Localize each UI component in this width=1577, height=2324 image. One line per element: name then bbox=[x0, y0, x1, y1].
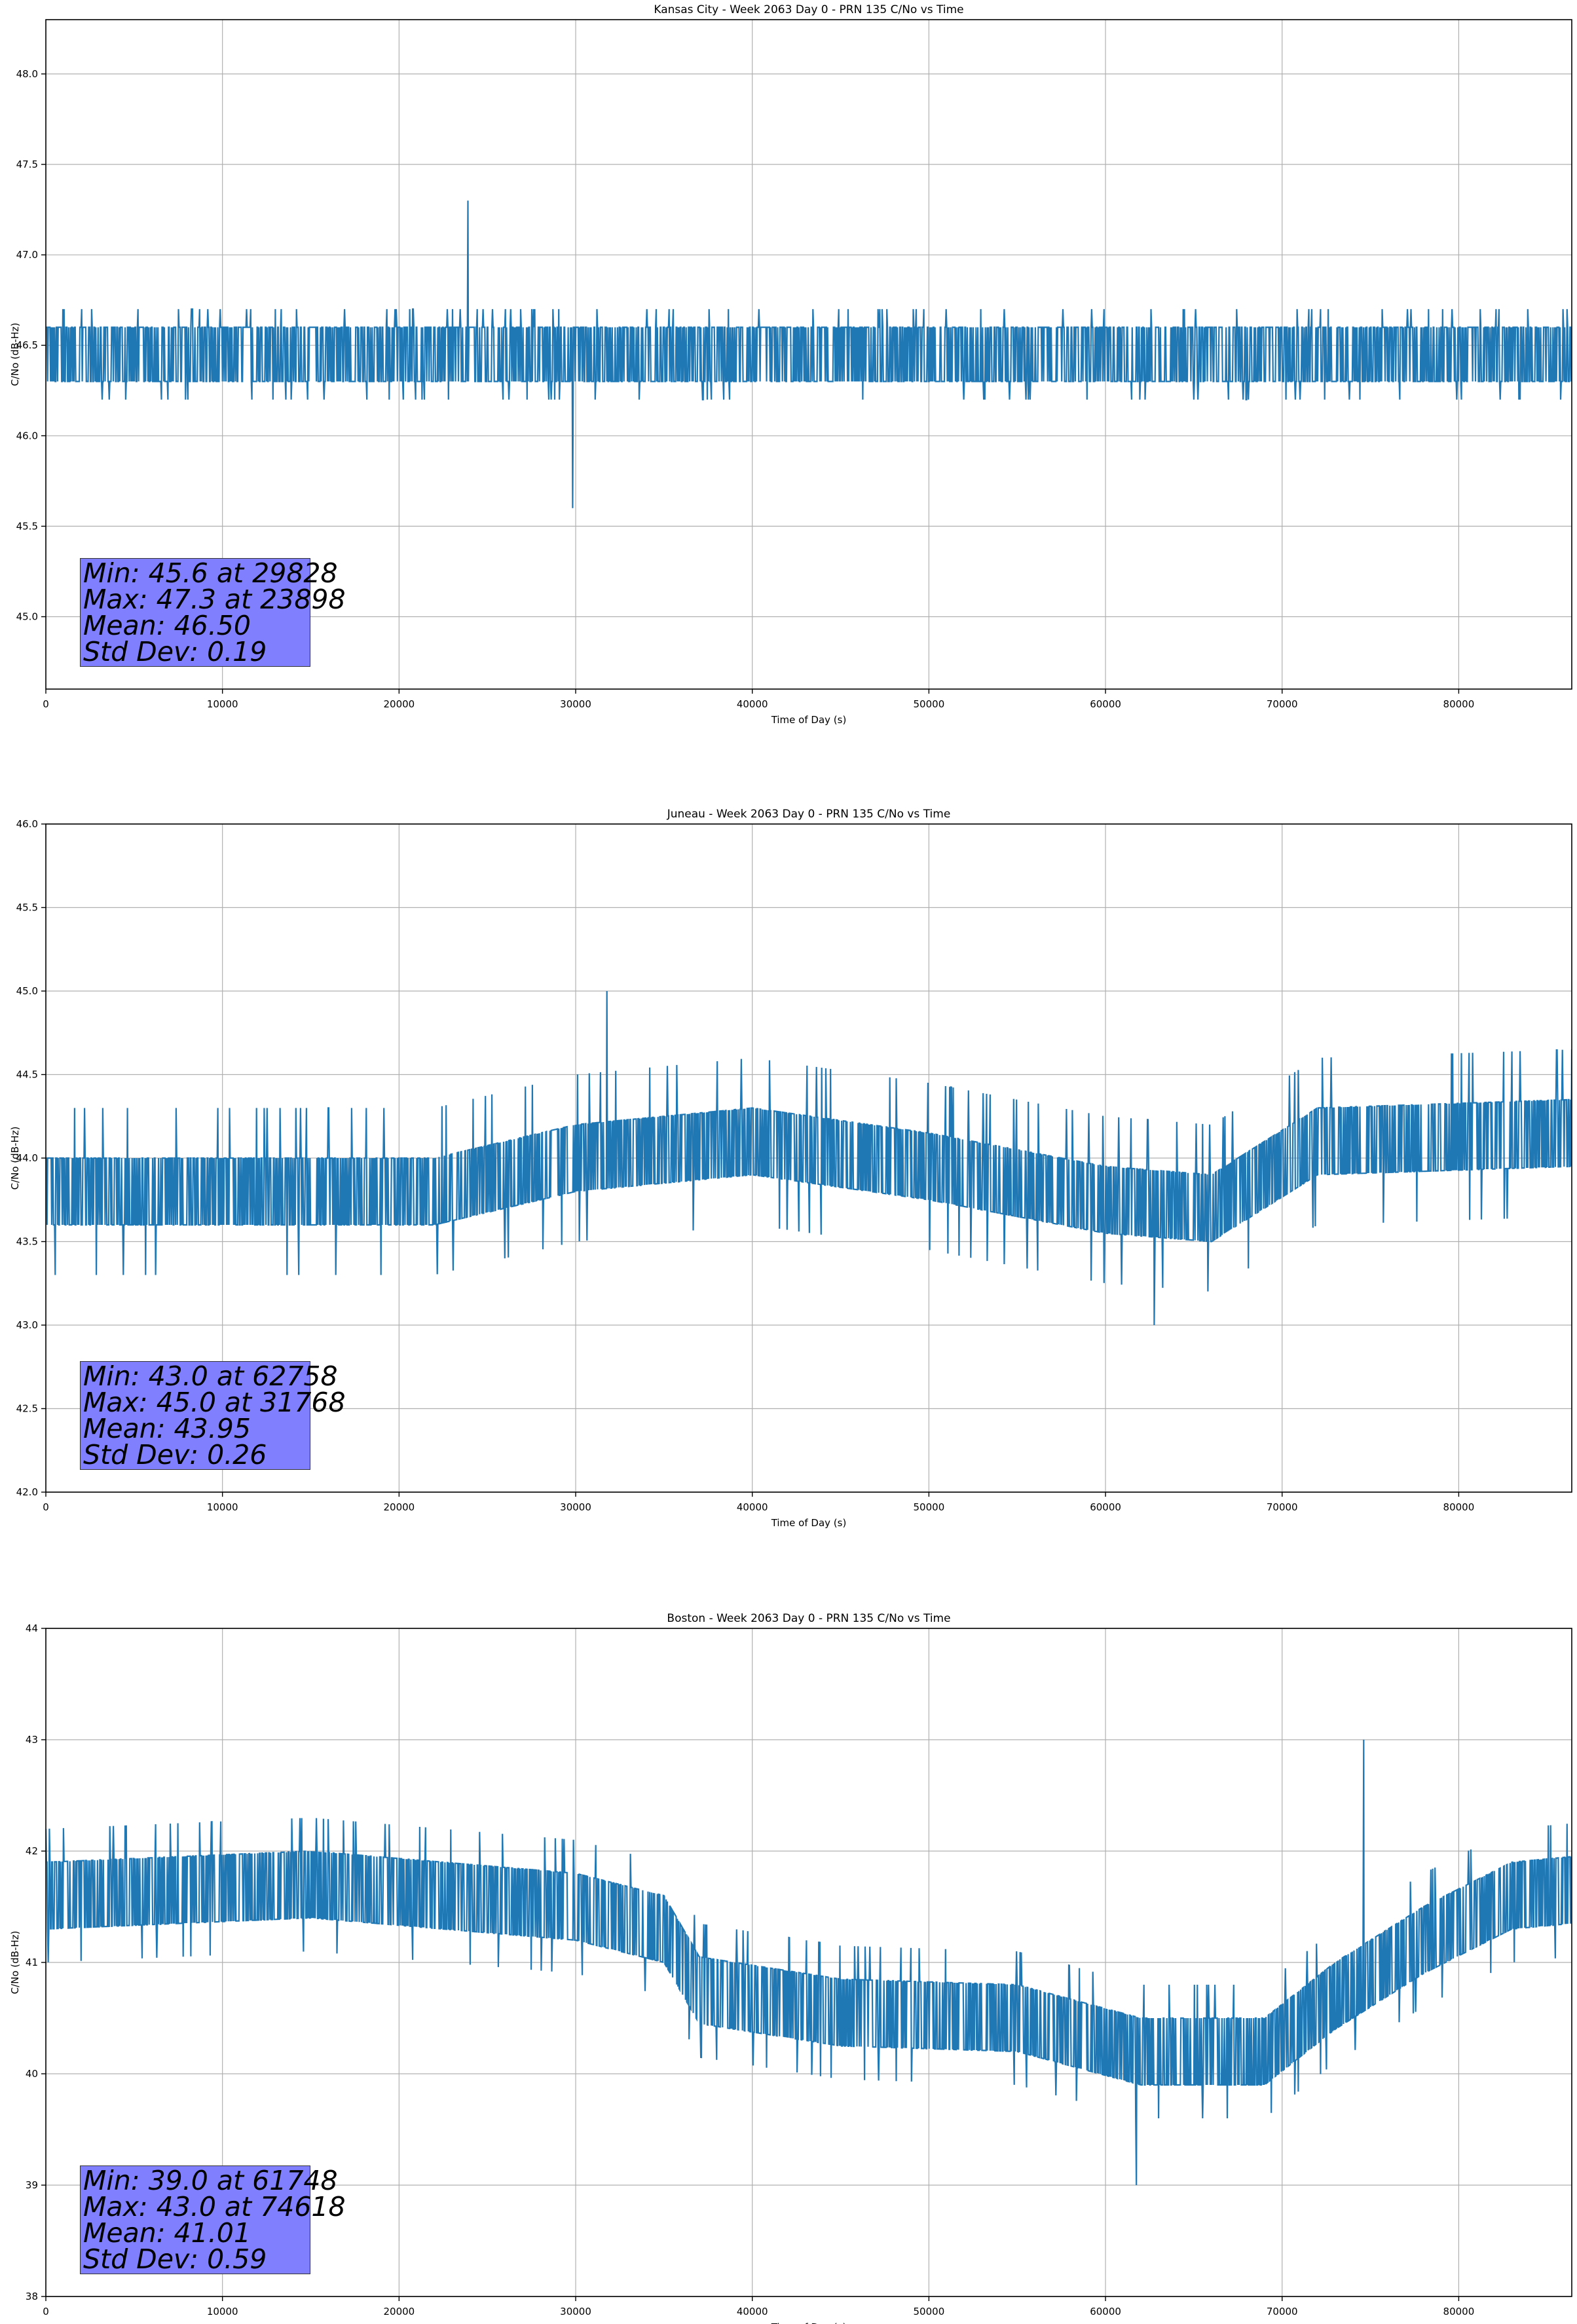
stats-line: Std Dev: 0.19 bbox=[83, 636, 267, 667]
x-tick-label: 60000 bbox=[1090, 2306, 1121, 2317]
x-tick-label: 50000 bbox=[914, 2306, 945, 2317]
x-tick-label: 80000 bbox=[1443, 698, 1475, 710]
y-tick-label: 45.0 bbox=[16, 985, 38, 997]
chart-panel-1: 0 10000 20000 30000 40000 50000 60000 70000 8000… bbox=[9, 3, 1572, 726]
x-axis-label: Time of Day (s) bbox=[771, 1517, 847, 1529]
cno-series-line bbox=[46, 1739, 1572, 2186]
y-tick-label: 43.5 bbox=[16, 1236, 38, 1248]
chart-title: Kansas City - Week 2063 Day 0 - PRN 135 … bbox=[654, 3, 963, 16]
x-tick-label: 10000 bbox=[207, 698, 238, 710]
chart-title: Boston - Week 2063 Day 0 - PRN 135 C/No … bbox=[667, 1612, 950, 1625]
x-tick-label: 20000 bbox=[383, 2306, 415, 2317]
x-tick-label: 10000 bbox=[207, 1501, 238, 1513]
cno-series-line bbox=[46, 200, 1572, 508]
chart-title: Juneau - Week 2063 Day 0 - PRN 135 C/No … bbox=[667, 808, 951, 821]
chart-panel-2: 0 10000 20000 30000 40000 50000 60000 70000 8000… bbox=[9, 808, 1572, 1529]
y-tick-label: 45.5 bbox=[16, 902, 38, 914]
x-tick-label: 50000 bbox=[914, 1501, 945, 1513]
y-tick-label: 44.5 bbox=[16, 1069, 38, 1081]
y-tick-label: 41 bbox=[26, 1957, 38, 1968]
x-tick-label: 80000 bbox=[1443, 2306, 1475, 2317]
x-tick-label: 30000 bbox=[560, 2306, 591, 2317]
x-tick-label: 40000 bbox=[737, 698, 768, 710]
x-tick-label: 10000 bbox=[207, 2306, 238, 2317]
stats-annotation-box: Min: 43.0 at 62758 Max: 45.0 at 31768 Mean… bbox=[80, 1360, 346, 1471]
x-tick-label: 70000 bbox=[1267, 698, 1298, 710]
stats-line: Min: 39.0 at 61748 bbox=[83, 2165, 338, 2196]
y-tick-label: 38 bbox=[26, 2291, 38, 2302]
y-tick-label: 43 bbox=[26, 1734, 38, 1746]
y-tick-label: 46.5 bbox=[16, 339, 38, 351]
x-tick-label: 60000 bbox=[1090, 1501, 1121, 1513]
x-tick-label: 70000 bbox=[1267, 2306, 1298, 2317]
x-axis-label: Time of Day (s) bbox=[771, 714, 847, 726]
x-tick-label: 30000 bbox=[560, 698, 591, 710]
stats-line: Mean: 46.50 bbox=[83, 610, 251, 641]
stats-line: Max: 47.3 at 23898 bbox=[83, 584, 346, 615]
x-tick-label: 80000 bbox=[1443, 1501, 1475, 1513]
y-tick-label: 47.5 bbox=[16, 159, 38, 170]
y-axis-label: C/No (dB-Hz) bbox=[9, 1127, 21, 1190]
y-tick-label: 45.0 bbox=[16, 611, 38, 623]
x-tick-label: 0 bbox=[43, 698, 49, 710]
x-tick-label: 40000 bbox=[737, 1501, 768, 1513]
y-tick-label: 46.0 bbox=[16, 430, 38, 441]
y-tick-label: 44 bbox=[26, 1622, 38, 1634]
stats-line: Std Dev: 0.59 bbox=[83, 2243, 267, 2275]
x-tick-label: 70000 bbox=[1267, 1501, 1298, 1513]
y-tick-label: 40 bbox=[26, 2068, 38, 2080]
stats-line: Max: 45.0 at 31768 bbox=[83, 1387, 346, 1418]
x-tick-label: 50000 bbox=[914, 698, 945, 710]
y-tick-label: 45.5 bbox=[16, 520, 38, 532]
cno-series-line bbox=[46, 990, 1572, 1326]
y-axis-label: C/No (dB-Hz) bbox=[9, 1931, 21, 1995]
y-tick-label: 42.0 bbox=[16, 1486, 38, 1498]
stats-line: Max: 43.0 at 74618 bbox=[83, 2191, 346, 2222]
y-tick-label: 42 bbox=[26, 1845, 38, 1857]
x-tick-label: 0 bbox=[43, 2306, 49, 2317]
stats-line: Min: 45.6 at 29828 bbox=[83, 557, 338, 589]
plot-frame bbox=[45, 19, 1572, 690]
x-tick-label: 20000 bbox=[383, 1501, 415, 1513]
x-tick-label: 20000 bbox=[383, 698, 415, 710]
stats-line: Mean: 43.95 bbox=[83, 1413, 251, 1444]
x-tick-label: 40000 bbox=[737, 2306, 768, 2317]
stats-annotation-box: Min: 39.0 at 61748 Max: 43.0 at 74618 Mean… bbox=[80, 2165, 346, 2275]
y-tick-label: 47.0 bbox=[16, 249, 38, 261]
y-tick-label: 43.0 bbox=[16, 1319, 38, 1331]
y-tick-label: 42.5 bbox=[16, 1403, 38, 1415]
y-axis-label: C/No (dB-Hz) bbox=[9, 323, 21, 386]
x-tick-label: 0 bbox=[43, 1501, 49, 1513]
y-tick-label: 44.0 bbox=[16, 1152, 38, 1164]
stats-annotation-box: Min: 45.6 at 29828 Max: 47.3 at 23898 Mean… bbox=[80, 557, 346, 667]
y-tick-label: 46.0 bbox=[16, 818, 38, 830]
stats-line: Min: 43.0 at 62758 bbox=[83, 1360, 338, 1392]
x-tick-label: 30000 bbox=[560, 1501, 591, 1513]
y-tick-label: 39 bbox=[26, 2179, 38, 2191]
x-axis-label: Time of Day (s) bbox=[771, 2321, 847, 2324]
stats-line: Std Dev: 0.26 bbox=[83, 1439, 267, 1471]
x-tick-label: 60000 bbox=[1090, 698, 1121, 710]
y-tick-label: 48.0 bbox=[16, 68, 38, 80]
stats-line: Mean: 41.01 bbox=[83, 2217, 251, 2249]
